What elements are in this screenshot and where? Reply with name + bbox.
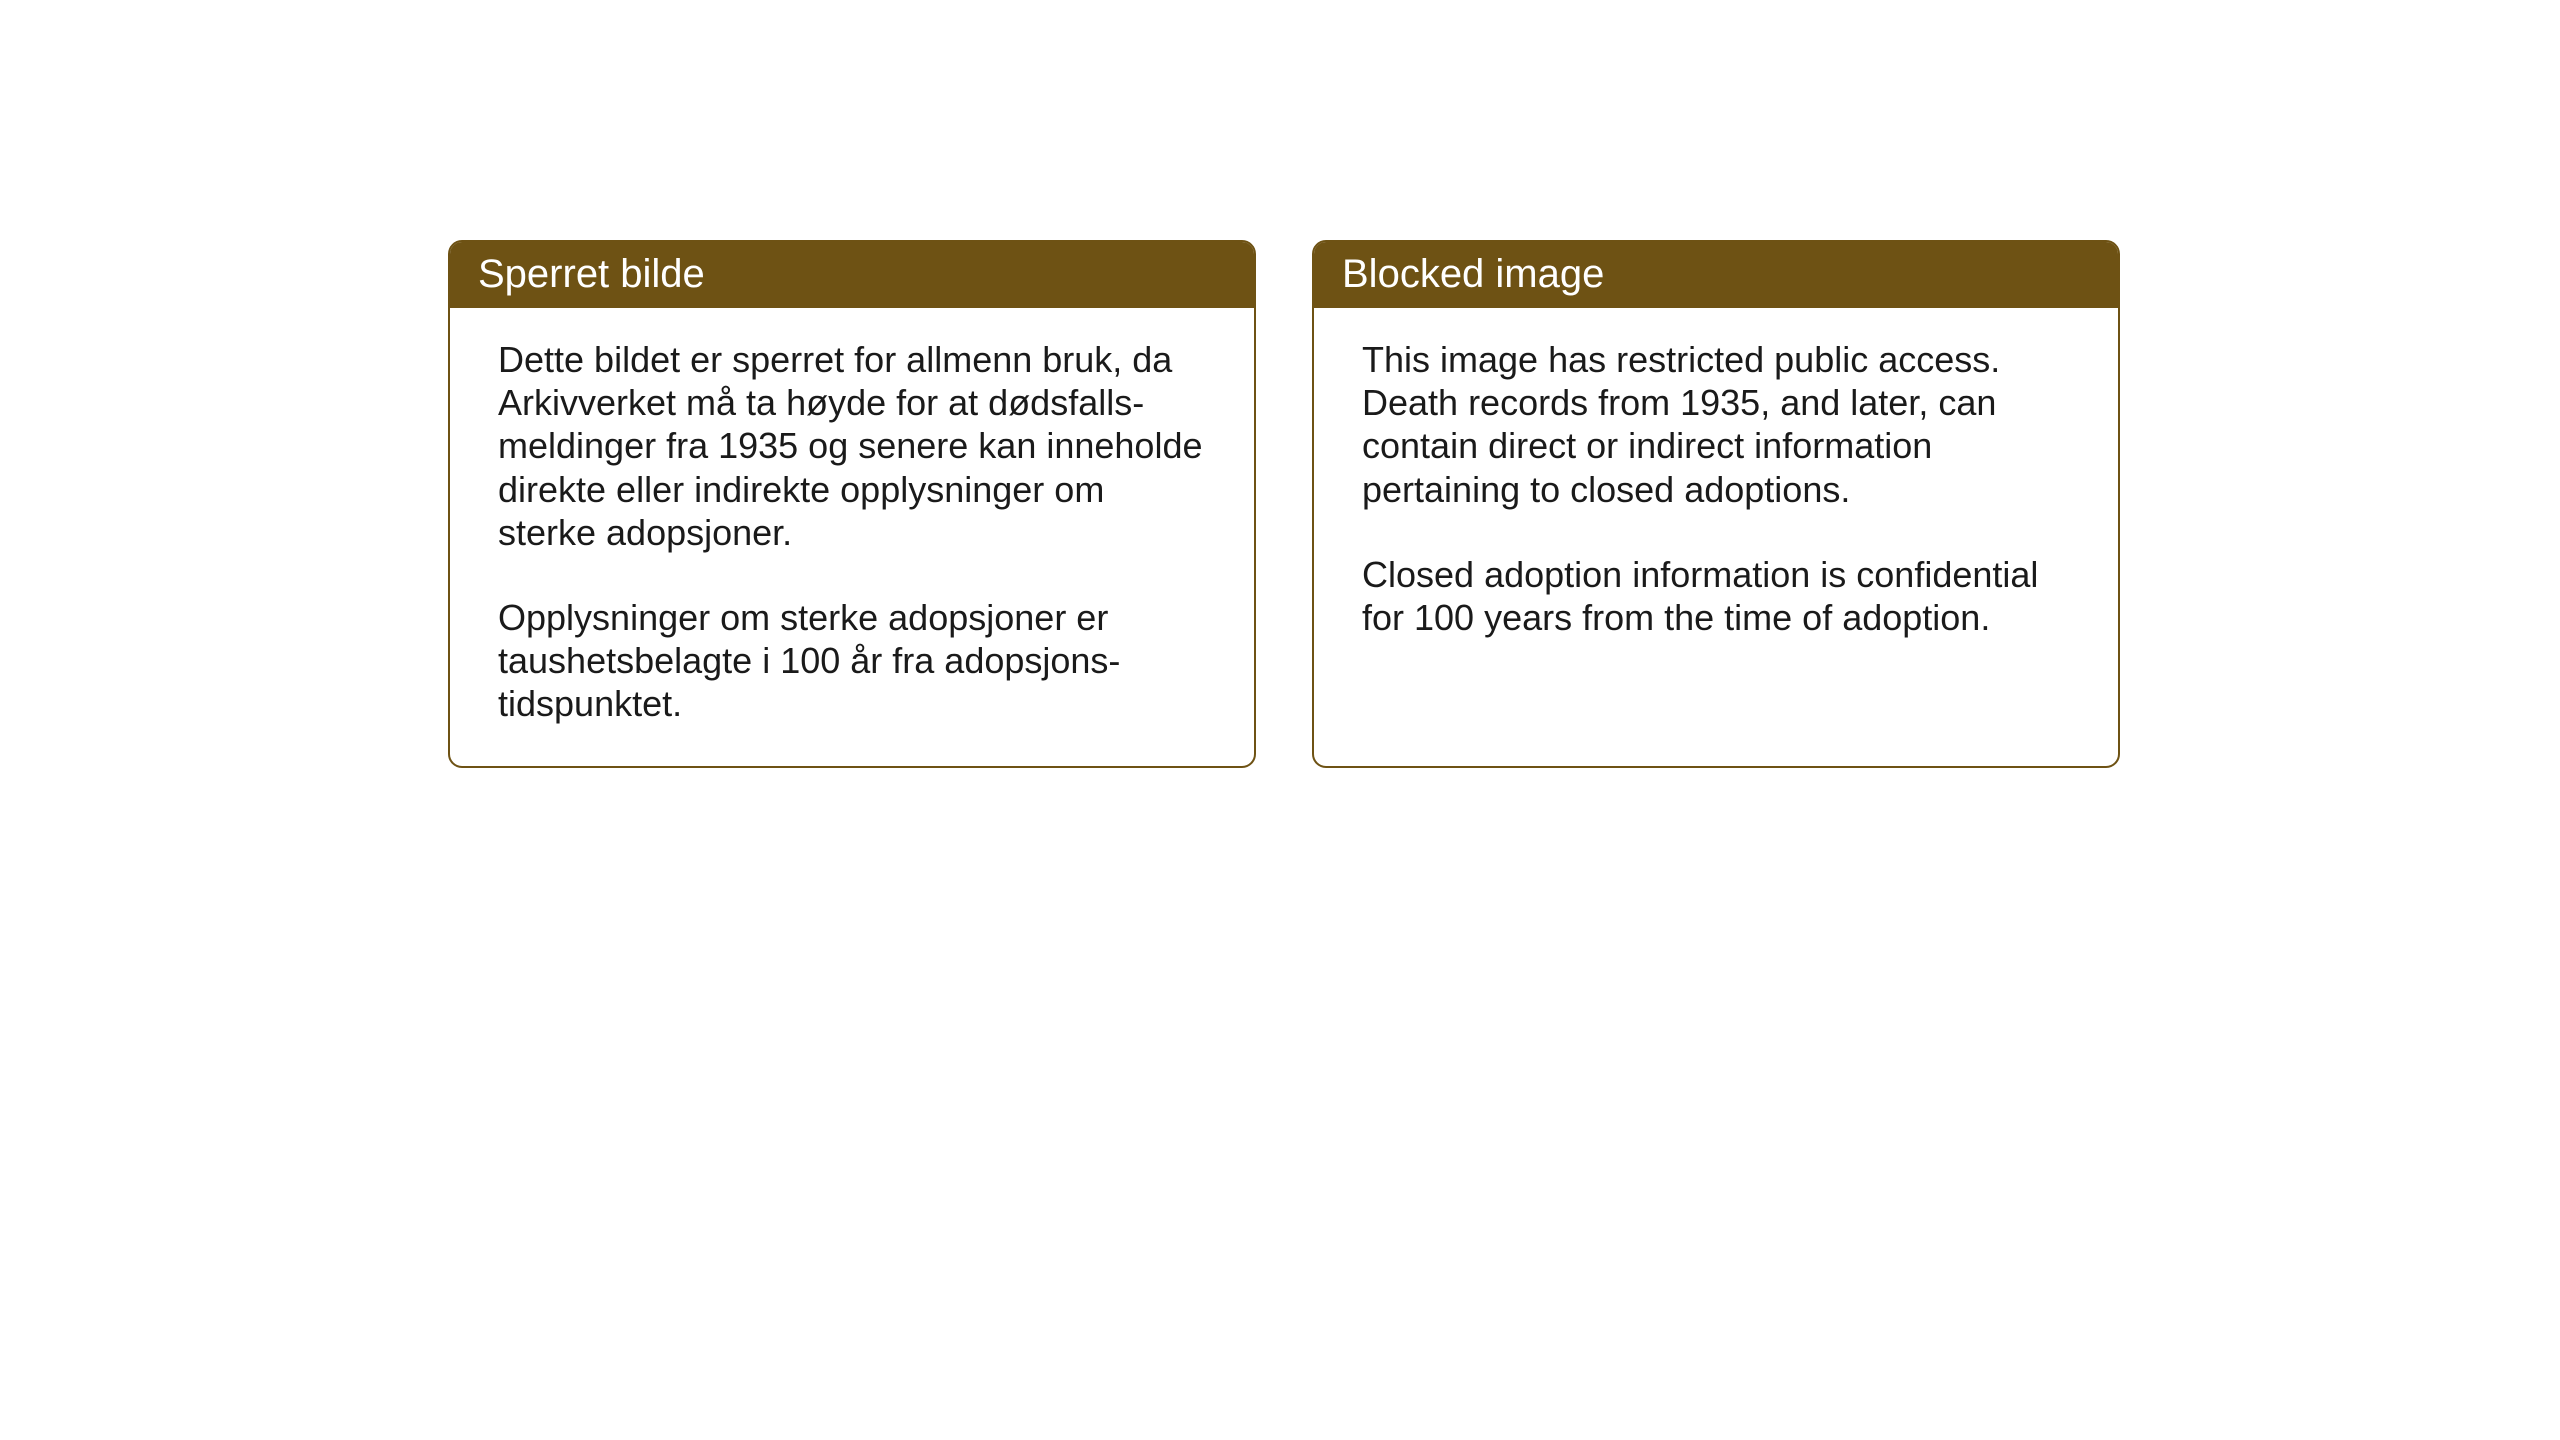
notice-card-english: Blocked image This image has restricted … (1312, 240, 2120, 768)
notice-paragraph-2-norwegian: Opplysninger om sterke adopsjoner er tau… (498, 596, 1206, 726)
notice-title-norwegian: Sperret bilde (478, 252, 705, 296)
notice-paragraph-2-english: Closed adoption information is confident… (1362, 553, 2070, 639)
notice-paragraph-1-norwegian: Dette bildet er sperret for allmenn bruk… (498, 338, 1206, 554)
notice-container: Sperret bilde Dette bildet er sperret fo… (448, 240, 2120, 768)
notice-header-norwegian: Sperret bilde (450, 242, 1254, 308)
notice-title-english: Blocked image (1342, 252, 1604, 296)
notice-body-norwegian: Dette bildet er sperret for allmenn bruk… (450, 308, 1254, 766)
notice-header-english: Blocked image (1314, 242, 2118, 308)
notice-paragraph-1-english: This image has restricted public access.… (1362, 338, 2070, 511)
notice-body-english: This image has restricted public access.… (1314, 308, 2118, 766)
notice-card-norwegian: Sperret bilde Dette bildet er sperret fo… (448, 240, 1256, 768)
